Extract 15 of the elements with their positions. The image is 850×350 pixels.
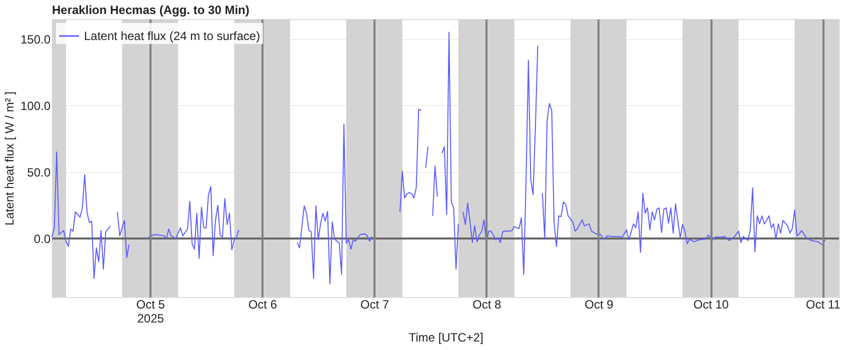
- x-tick-label: Oct 7: [360, 298, 390, 312]
- chart-title: Heraklion Hecmas (Agg. to 30 Min): [52, 3, 250, 17]
- x-tick-label: Oct 5 2025: [136, 298, 166, 326]
- x-tick-label: Oct 11: [806, 298, 841, 312]
- x-axis-title: Time [UTC+2]: [408, 330, 484, 344]
- y-tick-label: 0.0: [34, 232, 51, 246]
- x-tick-label: Oct 8: [472, 298, 502, 312]
- y-tick-label: 100.0: [20, 98, 51, 113]
- y-tick-label: 150.0: [20, 32, 51, 46]
- y-axis-title: Latent heat flux [ W / m² ]: [2, 91, 16, 226]
- x-tick-label: Oct 9: [584, 298, 614, 312]
- x-tick-label: Oct 6: [248, 298, 278, 312]
- y-tick-label: 50.0: [27, 165, 51, 180]
- legend-label: Latent heat flux (24 m to surface): [84, 29, 260, 43]
- x-tick-label: Oct 10: [693, 298, 730, 312]
